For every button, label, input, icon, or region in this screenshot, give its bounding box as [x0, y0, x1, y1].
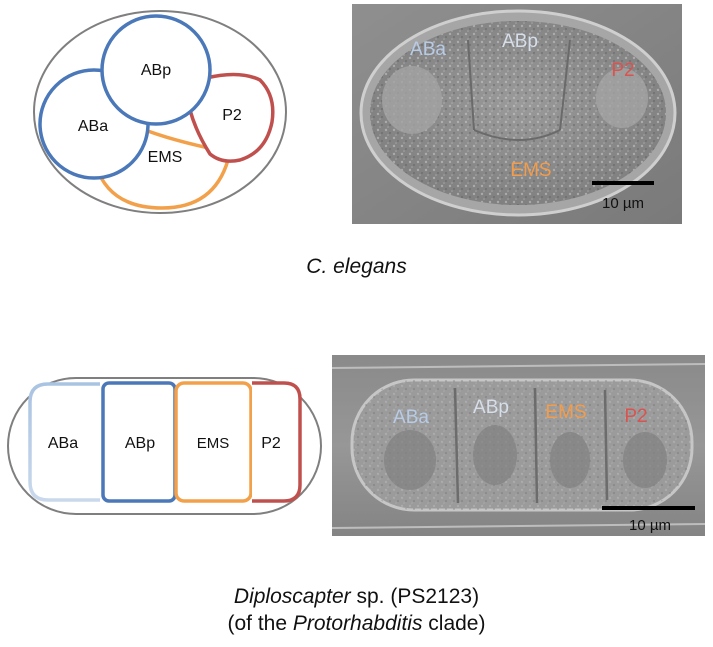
bottom-eggshell	[7, 377, 322, 515]
bottom-micrograph-ems-label: EMS	[545, 402, 586, 423]
bottom-p2-cell	[252, 381, 302, 503]
bottom-caption-line2: (of the Protorhabditis clade)	[0, 610, 713, 637]
top-micrograph: ABa ABp P2 EMS 10 µm	[352, 4, 682, 224]
top-diagram-ems-label: EMS	[148, 149, 183, 166]
top-diagram-p2-label: P2	[222, 107, 242, 124]
bottom-ems-cell	[174, 381, 253, 503]
bottom-caption-line1: Diploscapter sp. (PS2123)	[0, 583, 713, 610]
top-micrograph-aba-label: ABa	[410, 39, 446, 60]
bottom-micrograph-p2-label: P2	[624, 406, 647, 427]
top-diagram-abp-label: ABp	[141, 62, 171, 79]
bottom-caption-clade: Protorhabditis	[292, 612, 423, 635]
bottom-micrograph: ABa ABp EMS P2 10 µm	[331, 355, 706, 536]
top-diagram: ABp ABa P2 EMS	[33, 10, 287, 214]
bottom-caption-genus: Diploscapter	[233, 585, 351, 608]
bottom-diagram-ems-label: EMS	[197, 435, 230, 452]
top-micrograph-p2-label: P2	[611, 60, 634, 81]
bottom-diagram-p2-label: P2	[261, 435, 281, 452]
top-diagram-aba-label: ABa	[78, 118, 108, 135]
top-eggshell	[33, 10, 287, 214]
top-micrograph-abp-label: ABp	[502, 31, 538, 52]
top-abp-cell	[100, 14, 212, 126]
top-scale-label: 10 µm	[602, 195, 644, 212]
top-micrograph-ems-label: EMS	[510, 160, 551, 181]
bottom-caption: Diploscapter sp. (PS2123) (of the Protor…	[0, 583, 713, 637]
bottom-caption-line2-pre: (of the	[227, 612, 293, 635]
bottom-diagram-aba-label: ABa	[48, 435, 78, 452]
top-p2-cell	[188, 72, 275, 163]
bottom-aba-cell	[28, 382, 100, 502]
bottom-diagram-abp-label: ABp	[125, 435, 155, 452]
bottom-scale-label: 10 µm	[629, 517, 671, 534]
top-caption-species: C. elegans	[306, 255, 407, 278]
bottom-micrograph-aba-label: ABa	[393, 407, 429, 428]
bottom-micrograph-abp-label: ABp	[473, 397, 509, 418]
bottom-caption-line1-rest: sp. (PS2123)	[350, 585, 480, 608]
bottom-diagram: ABa ABp EMS P2	[7, 377, 322, 515]
bottom-caption-line2-post: clade)	[422, 612, 486, 635]
top-caption: C. elegans	[0, 253, 713, 280]
